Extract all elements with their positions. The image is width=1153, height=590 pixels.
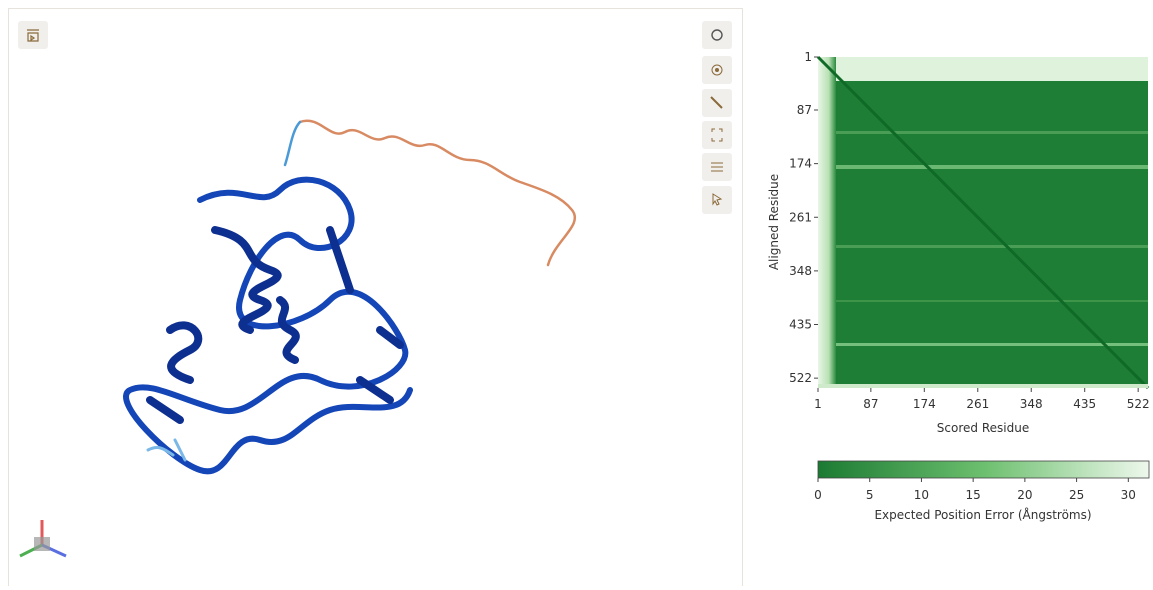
colorbar-tick-label: 15	[966, 488, 981, 502]
viewer-panel	[9, 9, 743, 587]
pae-heatmap	[818, 57, 1148, 388]
x-tick-label: 261	[966, 397, 989, 411]
y-tick-label: 87	[797, 103, 812, 117]
fullscreen-button[interactable]	[702, 121, 732, 149]
y-tick-label: 522	[789, 371, 812, 385]
colorbar-tick-label: 0	[814, 488, 822, 502]
tools-button[interactable]	[702, 89, 732, 117]
x-tick-label: 87	[863, 397, 878, 411]
select-button[interactable]	[702, 186, 732, 214]
settings-button[interactable]	[702, 153, 732, 181]
y-tick-label: 174	[789, 157, 812, 171]
y-tick-label: 261	[789, 210, 812, 224]
colorbar-tick-label: 10	[914, 488, 929, 502]
x-axis-label: Scored Residue	[937, 421, 1029, 435]
colorbar-tick-label: 30	[1121, 488, 1136, 502]
x-tick-label: 174	[913, 397, 936, 411]
snapshot-button[interactable]	[702, 56, 732, 84]
reset-button[interactable]	[702, 21, 732, 49]
colorbar	[818, 461, 1149, 478]
x-tick-label: 435	[1073, 397, 1096, 411]
x-tick-label: 522	[1127, 397, 1150, 411]
viewer-menu-button[interactable]	[18, 21, 48, 49]
page: Aligned Residue Scored Residue Expected …	[0, 0, 1153, 586]
y-tick-label: 1	[804, 50, 812, 64]
colorbar-tick-label: 20	[1017, 488, 1032, 502]
x-tick-label: 1	[814, 397, 822, 411]
y-tick-label: 435	[789, 318, 812, 332]
y-tick-label: 348	[789, 264, 812, 278]
colorbar-label: Expected Position Error (Ångströms)	[874, 507, 1091, 522]
y-axis-label: Aligned Residue	[767, 174, 781, 270]
x-tick-label: 348	[1020, 397, 1043, 411]
screen: Aligned Residue Scored Residue Expected …	[0, 0, 1153, 586]
colorbar-tick-label: 25	[1069, 488, 1084, 502]
colorbar-tick-label: 5	[866, 488, 874, 502]
